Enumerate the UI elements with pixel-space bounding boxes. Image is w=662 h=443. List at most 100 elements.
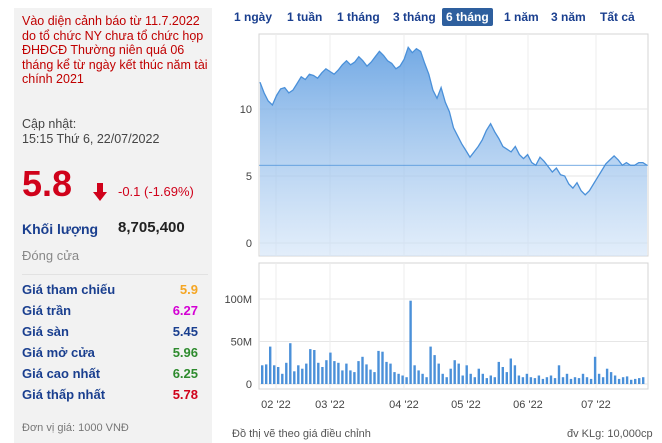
volume-bar [509, 358, 512, 384]
volume-bar [373, 372, 376, 384]
volume-bar [593, 356, 597, 384]
volume-bar [481, 373, 484, 384]
current-price: 5.8 [22, 163, 73, 204]
volume-bar [393, 372, 396, 384]
arrow-down-icon [93, 183, 107, 201]
volume-bar [305, 363, 308, 384]
volume-bar [357, 361, 360, 384]
volume-bar [433, 355, 436, 384]
volume-bar [297, 365, 300, 384]
volume-bar [441, 373, 444, 384]
tab-3-months[interactable]: 3 tháng [393, 10, 436, 24]
volume-bar [369, 369, 372, 384]
volume-bar [429, 346, 432, 384]
x-tick-label: 02 '22 [261, 399, 291, 411]
volume-bar [469, 373, 472, 384]
x-tick-label: 03 '22 [315, 399, 345, 411]
stat-row-low: Giá thấp nhất 5.78 [22, 387, 198, 407]
volume-bar [349, 370, 352, 384]
volume-bar [557, 365, 561, 384]
volume-bar [329, 352, 332, 384]
volume-bar [561, 377, 565, 384]
stat-value: 6.27 [172, 303, 198, 318]
warning-notice: Vào diện cảnh báo từ 11.7.2022 do tổ chứ… [22, 14, 208, 87]
volume-bar [309, 349, 312, 384]
session-status: Đóng cửa [22, 248, 80, 263]
tab-1-month[interactable]: 1 tháng [337, 10, 380, 24]
volume-bar [545, 377, 549, 384]
volume-bar [377, 350, 380, 384]
tab-1-day[interactable]: 1 ngày [234, 10, 273, 24]
unit-note: Đơn vị giá: 1000 VNĐ [22, 422, 129, 434]
volume-y-tick: 50M [231, 337, 252, 349]
volume-bar [533, 378, 537, 384]
volume-bar [381, 351, 384, 384]
volume-bar [553, 378, 557, 384]
volume-bar [437, 363, 440, 384]
volume-bar [341, 370, 344, 384]
volume-bar [397, 373, 400, 384]
volume-bar [317, 362, 320, 385]
stat-value: 5.9 [179, 282, 198, 297]
stat-value: 5.45 [172, 324, 198, 339]
stat-row-ceiling: Giá trần 6.27 [22, 303, 198, 323]
volume-bar [457, 363, 460, 384]
volume-bar [389, 363, 392, 384]
stat-label: Giá thấp nhất [22, 387, 106, 402]
divider [22, 274, 208, 275]
volume-bar [589, 378, 593, 384]
volume-bar [277, 367, 280, 384]
volume-bar [477, 368, 480, 384]
volume-y-tick: 0 [246, 379, 252, 391]
volume-bar [365, 364, 368, 384]
tab-all[interactable]: Tất cả [600, 10, 635, 24]
stock-info-panel: Vào diện cảnh báo từ 11.7.2022 do tổ chứ… [14, 8, 212, 443]
price-y-tick: 5 [246, 171, 252, 183]
volume-value: 8,705,400 [118, 219, 185, 236]
volume-bar [361, 356, 364, 384]
volume-bar [537, 375, 541, 384]
volume-bar [577, 378, 581, 384]
volume-bar [261, 365, 264, 384]
tab-6-months[interactable]: 6 tháng [442, 8, 493, 26]
volume-bar [601, 377, 605, 384]
volume-bar [605, 368, 609, 384]
volume-bar [501, 367, 504, 384]
stat-label: Giá trần [22, 303, 72, 318]
stat-label: Giá tham chiếu [22, 282, 116, 297]
volume-bar [385, 361, 388, 384]
volume-bar [525, 373, 529, 384]
volume-bar [465, 365, 468, 384]
stat-label: Giá cao nhất [22, 366, 101, 381]
stat-row-high: Giá cao nhất 6.25 [22, 366, 198, 386]
updated-label: Cập nhật: [22, 117, 77, 131]
volume-label: Khối lượng [22, 221, 99, 237]
volume-bar [269, 346, 272, 384]
volume-bar [425, 377, 428, 384]
volume-bar [281, 373, 284, 384]
stat-value: 6.25 [172, 366, 198, 381]
volume-bar [405, 377, 408, 384]
volume-bar [417, 370, 420, 384]
volume-bar [621, 377, 625, 384]
volume-bar [573, 377, 577, 384]
updated-time: 15:15 Thứ 6, 22/07/2022 [22, 132, 160, 146]
volume-unit-note: đv KLg: 10,000cp [567, 428, 653, 440]
volume-bar [625, 376, 629, 384]
volume-bar [617, 378, 621, 384]
volume-bar [565, 373, 569, 384]
volume-bar [505, 372, 508, 384]
volume-bar [313, 350, 316, 384]
volume-bar [613, 375, 617, 384]
stat-row-floor: Giá sàn 5.45 [22, 324, 198, 344]
volume-bar [569, 378, 573, 384]
volume-bar [409, 300, 412, 384]
tab-1-year[interactable]: 1 năm [504, 10, 539, 24]
tab-1-week[interactable]: 1 tuần [287, 10, 323, 24]
volume-bar [333, 361, 336, 384]
volume-bar [597, 373, 601, 384]
volume-bar [517, 375, 521, 384]
tab-3-years[interactable]: 3 năm [551, 10, 586, 24]
volume-bar [293, 371, 296, 385]
